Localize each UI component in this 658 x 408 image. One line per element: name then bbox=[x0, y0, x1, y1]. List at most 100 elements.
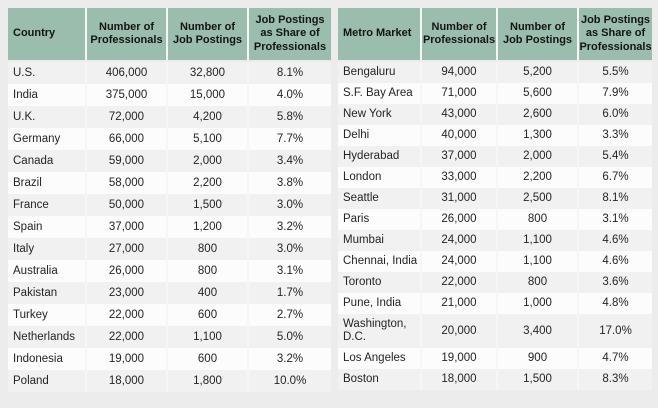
value-cell: 5,200 bbox=[498, 62, 577, 83]
value-cell: 900 bbox=[498, 348, 577, 369]
table-row: Poland 18,000 1,800 10.0% bbox=[8, 370, 331, 392]
value-cell: 2,600 bbox=[498, 104, 577, 125]
value-cell: 800 bbox=[498, 209, 577, 230]
value-cell: 24,000 bbox=[422, 230, 496, 251]
value-cell: 19,000 bbox=[87, 348, 166, 370]
metro-market-table: Metro Market Number of Professionals Numbe… bbox=[338, 8, 652, 390]
value-cell: 3.3% bbox=[579, 125, 652, 146]
table-row: Boston 18,000 1,500 8.3% bbox=[338, 369, 652, 390]
value-cell: 2,000 bbox=[168, 150, 247, 172]
table-row: S.F. Bay Area 71,000 5,600 7.9% bbox=[338, 83, 652, 104]
value-cell: 26,000 bbox=[87, 260, 166, 282]
value-cell: 4.6% bbox=[579, 251, 652, 272]
value-cell: 19,000 bbox=[422, 348, 496, 369]
value-cell: 5.8% bbox=[249, 106, 331, 128]
row-label-cell: Poland bbox=[8, 370, 85, 392]
row-label-cell: Brazil bbox=[8, 172, 85, 194]
value-cell: 37,000 bbox=[87, 216, 166, 238]
value-cell: 1,300 bbox=[498, 125, 577, 146]
table-row: Washington, D.C. 20,000 3,400 17.0% bbox=[338, 314, 652, 348]
table-row: Spain 37,000 1,200 3.2% bbox=[8, 216, 331, 238]
value-cell: 375,000 bbox=[87, 84, 166, 106]
row-label-cell: Canada bbox=[8, 150, 85, 172]
value-cell: 4,200 bbox=[168, 106, 247, 128]
table-row: Paris 26,000 800 3.1% bbox=[338, 209, 652, 230]
row-label-cell: Paris bbox=[338, 209, 420, 230]
row-label-cell: Chennai, India bbox=[338, 251, 420, 272]
value-cell: 17.0% bbox=[579, 314, 652, 348]
value-cell: 59,000 bbox=[87, 150, 166, 172]
value-cell: 2,200 bbox=[498, 167, 577, 188]
row-label-cell: Mumbai bbox=[338, 230, 420, 251]
table-row: Australia 26,000 800 3.1% bbox=[8, 260, 331, 282]
value-cell: 71,000 bbox=[422, 83, 496, 104]
value-cell: 33,000 bbox=[422, 167, 496, 188]
value-cell: 15,000 bbox=[168, 84, 247, 106]
table-row: Canada 59,000 2,000 3.4% bbox=[8, 150, 331, 172]
value-cell: 37,000 bbox=[422, 146, 496, 167]
row-label-cell: Spain bbox=[8, 216, 85, 238]
row-label-cell: Hyderabad bbox=[338, 146, 420, 167]
table-header-row: Metro Market Number of Professionals Numbe… bbox=[338, 8, 652, 60]
value-cell: 4.8% bbox=[579, 293, 652, 314]
value-cell: 600 bbox=[168, 304, 247, 326]
value-cell: 3.0% bbox=[249, 238, 331, 260]
table-row: Toronto 22,000 800 3.6% bbox=[338, 272, 652, 293]
value-cell: 3,400 bbox=[498, 314, 577, 348]
value-cell: 3.2% bbox=[249, 348, 331, 370]
row-label-cell: Germany bbox=[8, 128, 85, 150]
value-cell: 600 bbox=[168, 348, 247, 370]
value-cell: 4.0% bbox=[249, 84, 331, 106]
value-cell: 1,100 bbox=[168, 326, 247, 348]
value-cell: 20,000 bbox=[422, 314, 496, 348]
table-row: India 375,000 15,000 4.0% bbox=[8, 84, 331, 106]
value-cell: 5.5% bbox=[579, 62, 652, 83]
row-label-cell: Boston bbox=[338, 369, 420, 390]
value-cell: 5.0% bbox=[249, 326, 331, 348]
row-label-cell: Los Angeles bbox=[338, 348, 420, 369]
value-cell: 3.1% bbox=[249, 260, 331, 282]
value-cell: 27,000 bbox=[87, 238, 166, 260]
value-cell: 7.9% bbox=[579, 83, 652, 104]
row-label-cell: Australia bbox=[8, 260, 85, 282]
column-header: Job Postings as Share of Professionals bbox=[249, 8, 331, 60]
value-cell: 2.7% bbox=[249, 304, 331, 326]
row-label-cell: U.S. bbox=[8, 62, 85, 84]
value-cell: 8.3% bbox=[579, 369, 652, 390]
value-cell: 2,500 bbox=[498, 188, 577, 209]
country-table: Country Number of Professionals Number of … bbox=[8, 8, 331, 392]
table-row: London 33,000 2,200 6.7% bbox=[338, 167, 652, 188]
value-cell: 3.8% bbox=[249, 172, 331, 194]
value-cell: 400 bbox=[168, 282, 247, 304]
table-row: Netherlands 22,000 1,100 5.0% bbox=[8, 326, 331, 348]
table-row: U.K. 72,000 4,200 5.8% bbox=[8, 106, 331, 128]
table-row: Italy 27,000 800 3.0% bbox=[8, 238, 331, 260]
value-cell: 1,100 bbox=[498, 251, 577, 272]
table-row: Pakistan 23,000 400 1.7% bbox=[8, 282, 331, 304]
value-cell: 3.6% bbox=[579, 272, 652, 293]
table-row: Indonesia 19,000 600 3.2% bbox=[8, 348, 331, 370]
column-header: Metro Market bbox=[338, 8, 420, 60]
value-cell: 26,000 bbox=[422, 209, 496, 230]
value-cell: 21,000 bbox=[422, 293, 496, 314]
value-cell: 2,200 bbox=[168, 172, 247, 194]
row-label-cell: Netherlands bbox=[8, 326, 85, 348]
value-cell: 10.0% bbox=[249, 370, 331, 392]
table-header-row: Country Number of Professionals Number of … bbox=[8, 8, 331, 60]
table-row: New York 43,000 2,600 6.0% bbox=[338, 104, 652, 125]
table-row: Seattle 31,000 2,500 8.1% bbox=[338, 188, 652, 209]
row-label-cell: Pune, India bbox=[338, 293, 420, 314]
row-label-cell: India bbox=[8, 84, 85, 106]
value-cell: 406,000 bbox=[87, 62, 166, 84]
value-cell: 94,000 bbox=[422, 62, 496, 83]
value-cell: 2,000 bbox=[498, 146, 577, 167]
table-row: Chennai, India 24,000 1,100 4.6% bbox=[338, 251, 652, 272]
column-header: Job Postings as Share of Professionals bbox=[579, 8, 652, 60]
value-cell: 1,100 bbox=[498, 230, 577, 251]
value-cell: 800 bbox=[168, 260, 247, 282]
value-cell: 22,000 bbox=[87, 326, 166, 348]
table-row: Mumbai 24,000 1,100 4.6% bbox=[338, 230, 652, 251]
value-cell: 800 bbox=[168, 238, 247, 260]
value-cell: 24,000 bbox=[422, 251, 496, 272]
